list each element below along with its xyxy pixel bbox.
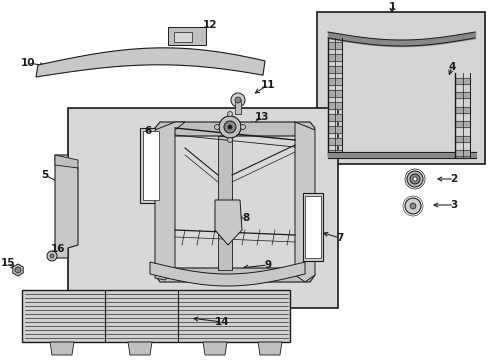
- Text: 4: 4: [447, 62, 455, 72]
- Polygon shape: [218, 136, 231, 270]
- Bar: [68, 108, 337, 308]
- Text: 13: 13: [254, 112, 269, 122]
- Bar: [168, 27, 205, 45]
- Circle shape: [227, 112, 232, 117]
- Circle shape: [409, 174, 419, 184]
- Text: 3: 3: [449, 200, 457, 210]
- Circle shape: [235, 97, 241, 103]
- Text: 10: 10: [20, 58, 35, 68]
- Text: 6: 6: [144, 126, 151, 136]
- Text: 16: 16: [51, 244, 65, 254]
- Circle shape: [404, 198, 420, 214]
- Text: 5: 5: [41, 170, 48, 180]
- Circle shape: [15, 267, 21, 273]
- Bar: [142, 131, 159, 200]
- Text: 12: 12: [203, 20, 217, 30]
- Polygon shape: [55, 155, 78, 168]
- Polygon shape: [13, 264, 23, 276]
- Circle shape: [230, 93, 244, 107]
- Text: 7: 7: [336, 233, 343, 243]
- Text: 2: 2: [449, 174, 457, 184]
- Circle shape: [214, 125, 219, 130]
- Circle shape: [219, 116, 241, 138]
- Circle shape: [412, 177, 416, 181]
- Bar: [22, 290, 289, 342]
- Polygon shape: [36, 48, 264, 77]
- Circle shape: [227, 138, 232, 143]
- Text: 11: 11: [260, 80, 275, 90]
- Bar: [316, 12, 484, 164]
- Polygon shape: [294, 122, 314, 282]
- Polygon shape: [55, 155, 78, 258]
- Polygon shape: [155, 122, 314, 136]
- Circle shape: [224, 121, 236, 133]
- Polygon shape: [258, 342, 282, 355]
- Bar: [303, 193, 323, 261]
- Bar: [305, 196, 320, 258]
- Text: 1: 1: [387, 2, 395, 12]
- Bar: [140, 128, 162, 203]
- Circle shape: [47, 251, 57, 261]
- Polygon shape: [203, 342, 226, 355]
- Text: 15: 15: [1, 258, 15, 268]
- Polygon shape: [150, 262, 305, 286]
- Text: 14: 14: [214, 317, 229, 327]
- Circle shape: [409, 203, 415, 209]
- Bar: [235, 100, 241, 114]
- Polygon shape: [128, 342, 152, 355]
- Circle shape: [227, 125, 231, 129]
- Circle shape: [406, 171, 422, 187]
- Polygon shape: [50, 342, 74, 355]
- Bar: [174, 32, 192, 42]
- Circle shape: [50, 254, 54, 258]
- Circle shape: [240, 125, 245, 130]
- Polygon shape: [215, 200, 242, 245]
- Polygon shape: [155, 122, 184, 280]
- Polygon shape: [155, 268, 314, 282]
- Text: 8: 8: [242, 213, 249, 223]
- Text: 9: 9: [264, 260, 271, 270]
